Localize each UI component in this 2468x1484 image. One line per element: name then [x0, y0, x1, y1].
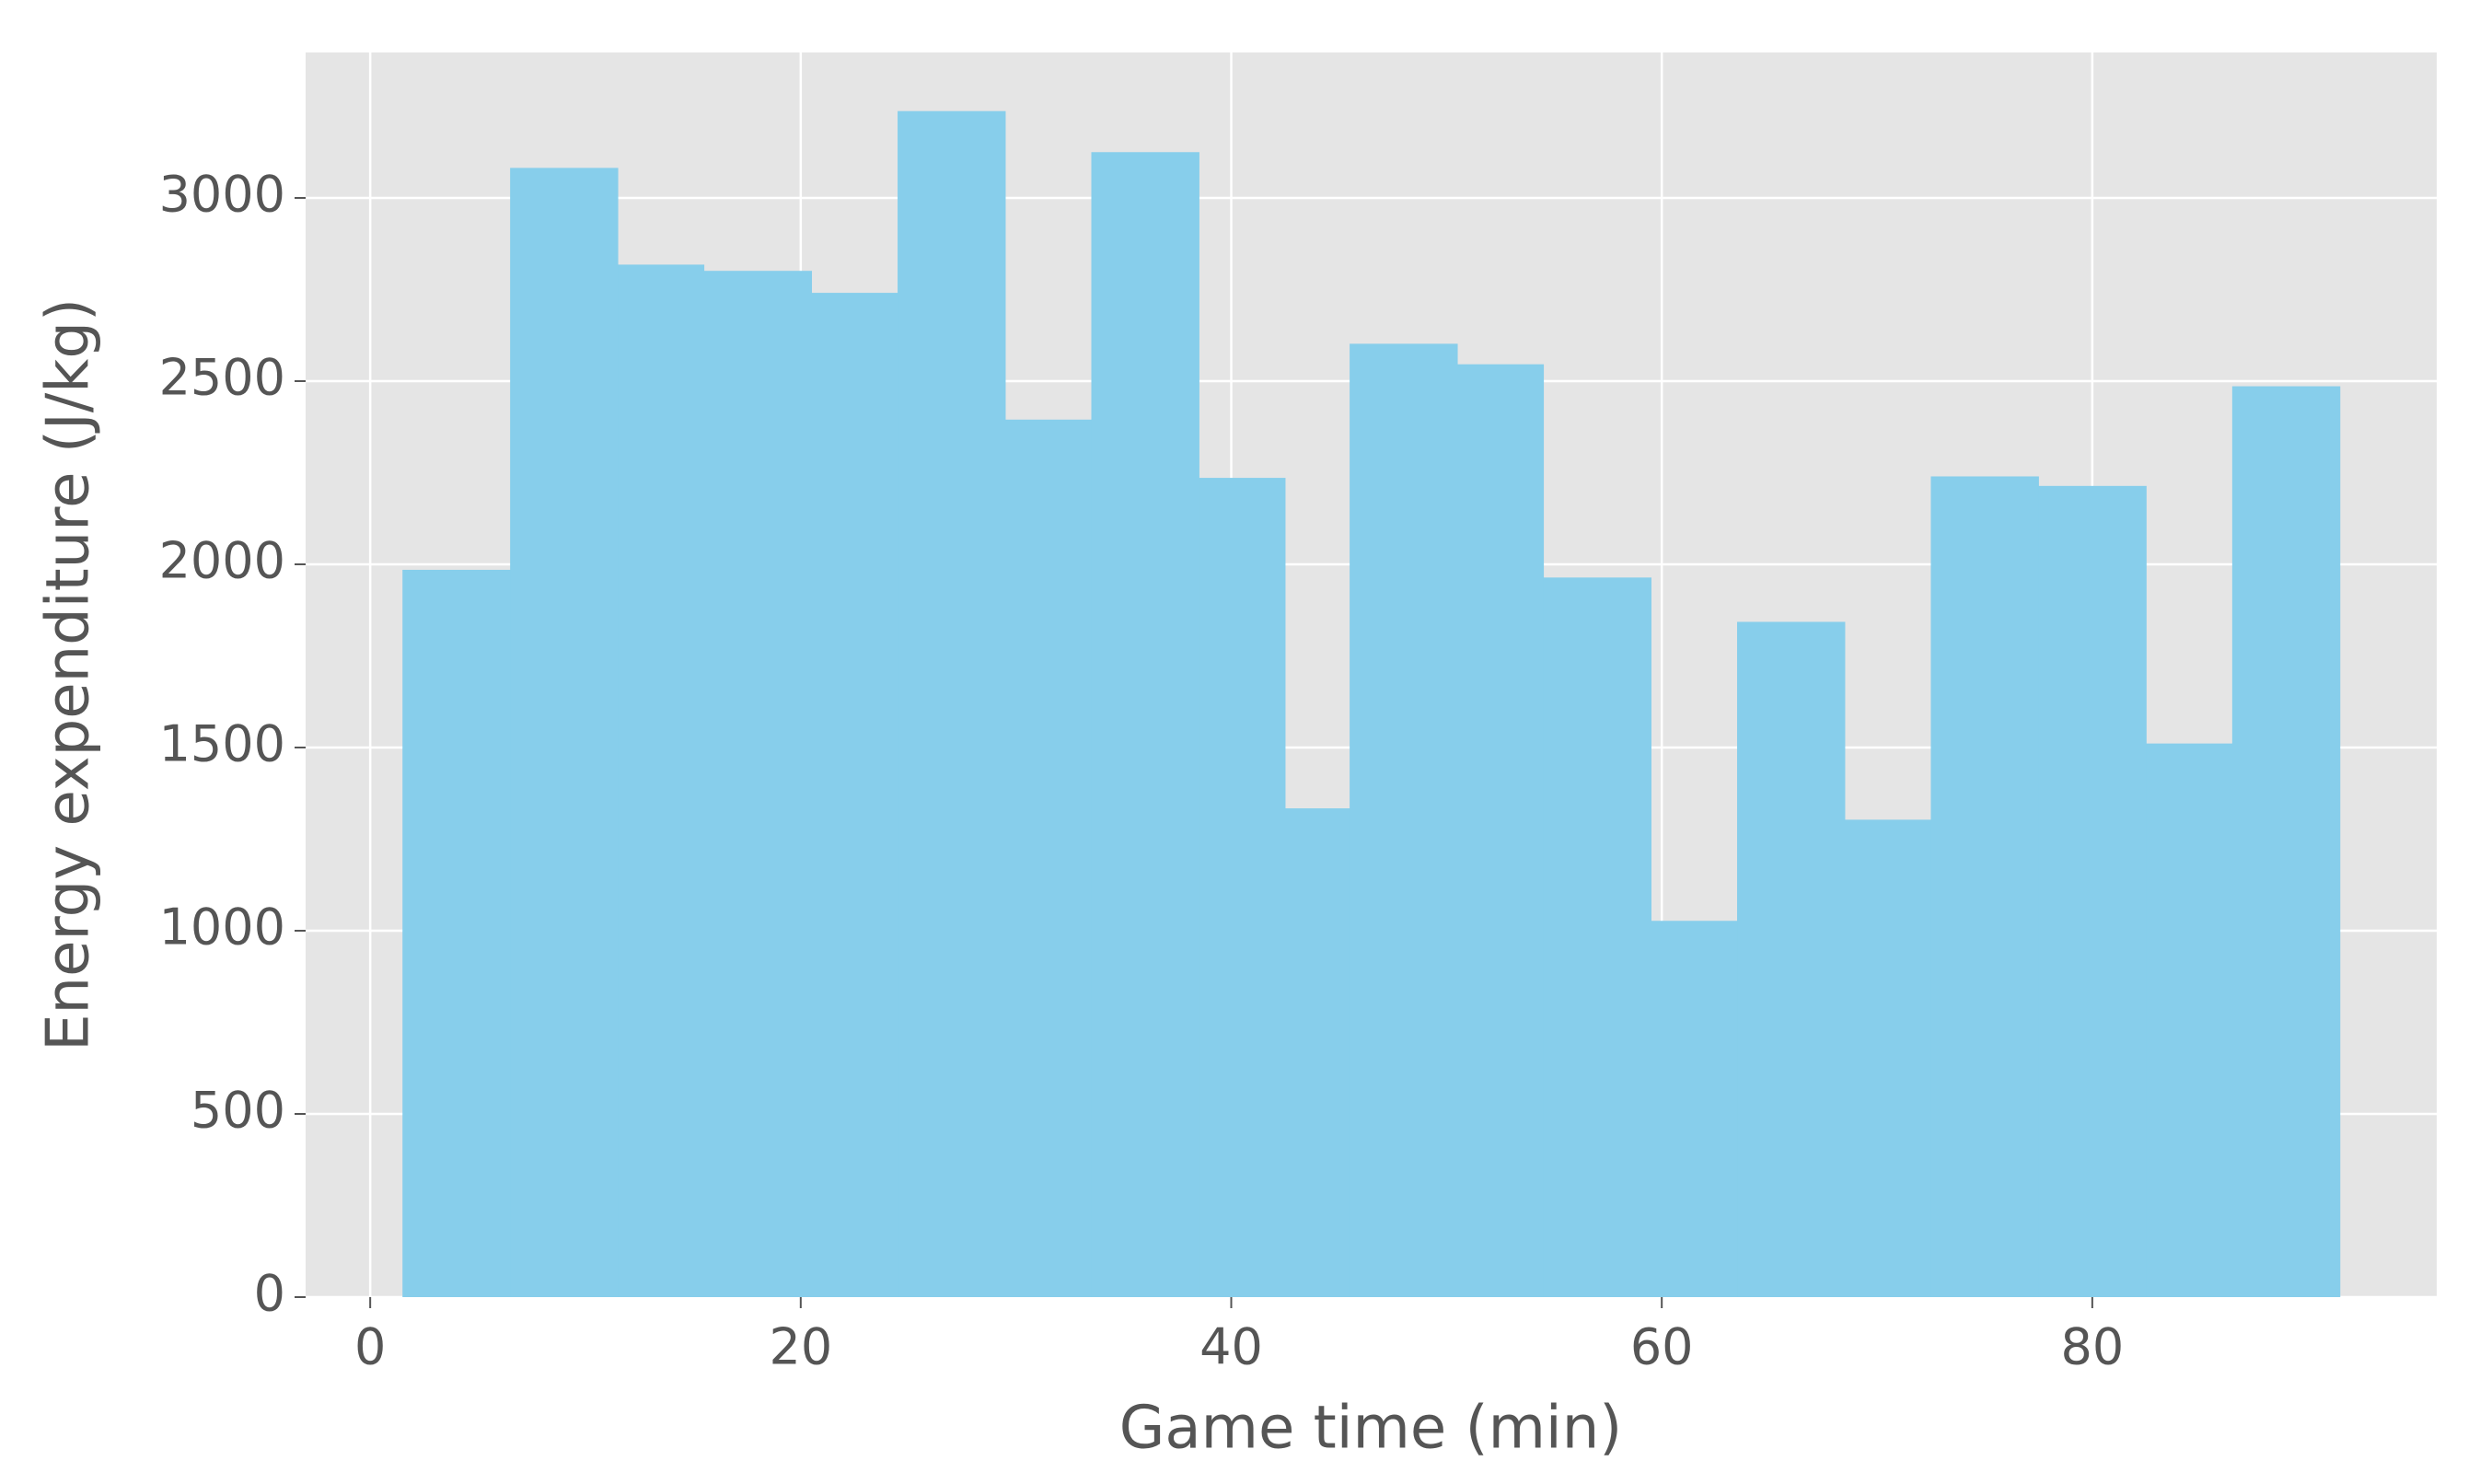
bar: [1091, 152, 1199, 1298]
y-tick-label: 2000: [159, 532, 285, 590]
bar: [618, 264, 705, 1298]
bar: [1284, 808, 1350, 1297]
x-tick-label: 0: [354, 1318, 386, 1376]
bar: [1651, 921, 1738, 1297]
bar: [2231, 386, 2341, 1297]
bar: [1737, 621, 1846, 1297]
bar: [1350, 343, 1458, 1298]
y-tick-label: 3000: [159, 166, 285, 224]
y-tick-label: 0: [254, 1265, 285, 1323]
x-tick-label: 20: [769, 1318, 832, 1376]
bar: [811, 293, 898, 1297]
x-axis-label: Game time (min): [1119, 1395, 1622, 1463]
bar: [898, 110, 1006, 1298]
x-tick-label: 80: [2060, 1318, 2124, 1376]
bar: [703, 271, 813, 1298]
bar: [1930, 476, 2039, 1297]
bar: [402, 569, 511, 1297]
y-axis-label: Energy expenditure (J/kg): [35, 298, 103, 1051]
y-tick-label: 1000: [159, 899, 285, 956]
bar: [2146, 743, 2233, 1297]
y-tick-label: 2500: [159, 349, 285, 407]
x-tick-label: 40: [1199, 1318, 1263, 1376]
bar: [1543, 577, 1651, 1297]
bar: [1457, 364, 1545, 1297]
x-tick-label: 60: [1630, 1318, 1694, 1376]
bar: [2038, 485, 2147, 1297]
bar: [1199, 478, 1286, 1297]
bar: [1004, 419, 1093, 1298]
bar: [510, 168, 619, 1298]
bar: [1844, 819, 1931, 1297]
y-tick-label: 500: [191, 1082, 285, 1140]
y-tick-label: 1500: [159, 715, 285, 773]
